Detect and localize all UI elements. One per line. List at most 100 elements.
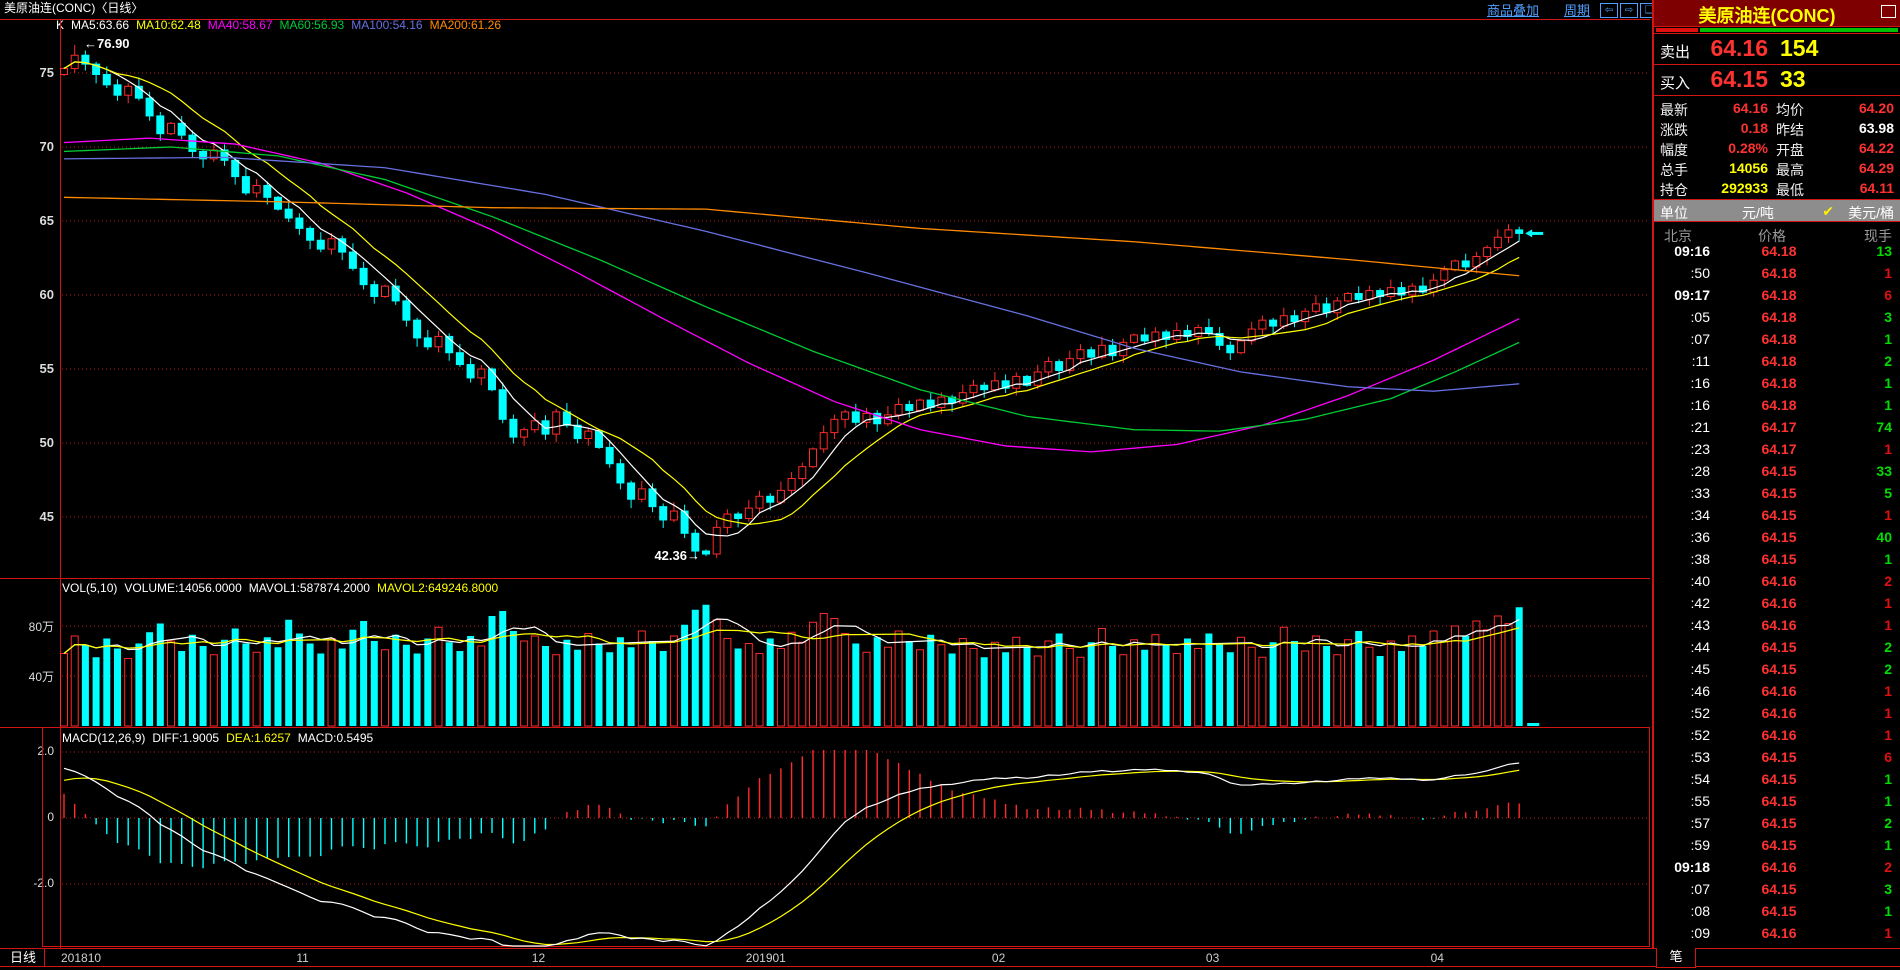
tick-row: :38 64.15 1 <box>1654 548 1900 570</box>
stat-label-开盘: 开盘 <box>1776 142 1804 158</box>
vol-header-item-2: MAVOL1:587874.2000 <box>248 581 370 595</box>
prev-contract-icon[interactable]: ⇦ <box>1600 3 1618 18</box>
stat-label-最低: 最低 <box>1776 182 1804 198</box>
buy-sell-gauge <box>1654 27 1900 34</box>
bid-row[interactable]: 买入 64.15 33 <box>1654 65 1900 96</box>
tick-volume: 1 <box>1884 683 1892 699</box>
tick-volume: 1 <box>1884 397 1892 413</box>
stat-label-昨结: 昨结 <box>1776 122 1804 138</box>
tick-row: :53 64.15 6 <box>1654 746 1900 768</box>
bid-qty: 33 <box>1780 66 1806 92</box>
tick-time: :55 <box>1690 793 1710 809</box>
tick-time: :05 <box>1690 309 1710 325</box>
stat-value-最低: 64.11 <box>1859 180 1894 196</box>
tick-time: :50 <box>1690 265 1710 281</box>
tick-time: :45 <box>1690 661 1710 677</box>
tick-price: 64.18 <box>1761 309 1797 325</box>
tick-row: :08 64.15 1 <box>1654 900 1900 922</box>
tick-col-price: 价格 <box>1758 228 1786 244</box>
menu-overlay-link[interactable]: 商品叠加 <box>1487 3 1540 18</box>
ask-row[interactable]: 卖出 64.16 154 <box>1654 34 1900 65</box>
tick-price: 64.16 <box>1761 859 1797 875</box>
unit-option-yuan-ton[interactable]: 元/吨 <box>1742 205 1774 221</box>
stat-value-最高: 64.29 <box>1858 160 1894 176</box>
tick-volume: 5 <box>1884 485 1892 501</box>
bid-label: 买入 <box>1660 75 1691 92</box>
quote-panel: 美原油连(CONC) 卖出 64.16 154 买入 64.15 33 最新 64… <box>1652 0 1900 948</box>
tick-volume: 1 <box>1884 903 1892 919</box>
tick-time: :16 <box>1690 375 1710 391</box>
tick-volume: 1 <box>1884 793 1892 809</box>
stats-row-0: 最新 64.16 均价 64.20 <box>1654 98 1900 118</box>
tick-time: :07 <box>1690 881 1710 897</box>
main-chart[interactable] <box>0 0 1652 948</box>
ma-header-item-2: MA40:58.67 <box>207 18 273 32</box>
menu-period-link[interactable]: 周期 <box>1564 3 1591 18</box>
x-axis-label-2: 12 <box>531 951 546 965</box>
tick-col-time: 北京 <box>1664 228 1692 244</box>
tick-volume: 3 <box>1884 309 1892 325</box>
tick-price: 64.16 <box>1761 617 1797 633</box>
tick-volume: 1 <box>1884 705 1892 721</box>
tick-row: :11 64.18 2 <box>1654 350 1900 372</box>
tick-row: :21 64.17 74 <box>1654 416 1900 438</box>
vol-axis-label-1: 40万 <box>28 670 54 684</box>
tick-row: :52 64.16 1 <box>1654 724 1900 746</box>
tick-col-vol: 现手 <box>1864 228 1892 244</box>
tick-row: :23 64.17 1 <box>1654 438 1900 460</box>
tick-row: :50 64.18 1 <box>1654 262 1900 284</box>
tick-volume: 6 <box>1884 749 1892 765</box>
next-contract-icon[interactable]: ⇨ <box>1620 3 1638 18</box>
tick-price: 64.18 <box>1761 375 1797 391</box>
tick-price: 64.18 <box>1761 331 1797 347</box>
tick-time: :43 <box>1690 617 1710 633</box>
tick-row: :55 64.15 1 <box>1654 790 1900 812</box>
price-axis-label-4: 55 <box>39 361 54 376</box>
ma-header-item-3: MA60:56.93 <box>279 18 345 32</box>
tick-volume: 1 <box>1884 617 1892 633</box>
ask-label: 卖出 <box>1660 44 1691 61</box>
tick-time: :11 <box>1691 353 1710 369</box>
tick-time: :21 <box>1690 419 1710 435</box>
tick-tab[interactable]: 笔 <box>1656 948 1696 968</box>
tick-time: :09 <box>1690 925 1710 941</box>
tick-price: 64.15 <box>1761 463 1797 479</box>
stat-value-持仓: 292933 <box>1721 180 1768 196</box>
stats-row-2: 幅度 0.28% 开盘 64.22 <box>1654 138 1900 158</box>
tick-time: 09:16 <box>1674 243 1710 259</box>
tick-time: :33 <box>1690 485 1710 501</box>
tick-price: 64.15 <box>1761 837 1797 853</box>
tick-row: :54 64.15 1 <box>1654 768 1900 790</box>
tick-list[interactable]: 09:16 64.18 13:50 64.18 1 09:17 64.18 6:05 64.18… <box>1654 240 1900 948</box>
tick-price: 64.15 <box>1761 903 1797 919</box>
tick-volume: 1 <box>1884 925 1892 941</box>
stat-value-总手: 14056 <box>1729 160 1768 176</box>
tick-volume: 1 <box>1884 441 1892 457</box>
tick-row: :43 64.16 1 <box>1654 614 1900 636</box>
tick-volume: 2 <box>1884 661 1892 677</box>
quote-symbol-title: 美原油连(CONC) <box>1698 6 1836 26</box>
tick-price: 64.17 <box>1761 441 1797 457</box>
tick-volume: 2 <box>1884 815 1892 831</box>
tick-time: :59 <box>1690 837 1710 853</box>
unit-option-usd-barrel[interactable]: 美元/桶 <box>1848 205 1894 221</box>
tick-price: 64.16 <box>1761 727 1797 743</box>
macd-axis-label-2: -2.0 <box>33 876 54 890</box>
ma-header-item-1: MA10:62.48 <box>136 18 201 32</box>
price-axis-label-5: 50 <box>39 435 54 450</box>
macd-axis-label-1: 0 <box>47 810 54 824</box>
restore-window-icon[interactable] <box>1881 5 1896 18</box>
tick-row: 09:16 64.18 13 <box>1654 240 1900 262</box>
tick-volume: 3 <box>1884 881 1892 897</box>
stat-label-幅度: 幅度 <box>1660 142 1688 158</box>
tick-row: 09:17 64.18 6 <box>1654 284 1900 306</box>
tick-time: :08 <box>1690 903 1710 919</box>
tick-volume: 1 <box>1884 507 1892 523</box>
period-tab-daily[interactable]: 日线 <box>2 949 45 967</box>
price-axis-label-1: 70 <box>39 139 54 154</box>
tick-price: 64.15 <box>1761 793 1797 809</box>
stat-label-涨跌: 涨跌 <box>1660 122 1688 138</box>
tick-time: :36 <box>1690 529 1710 545</box>
stats-row-4: 持仓 292933 最低 64.11 <box>1654 178 1900 198</box>
gauge-buy-segment <box>1700 28 1898 32</box>
